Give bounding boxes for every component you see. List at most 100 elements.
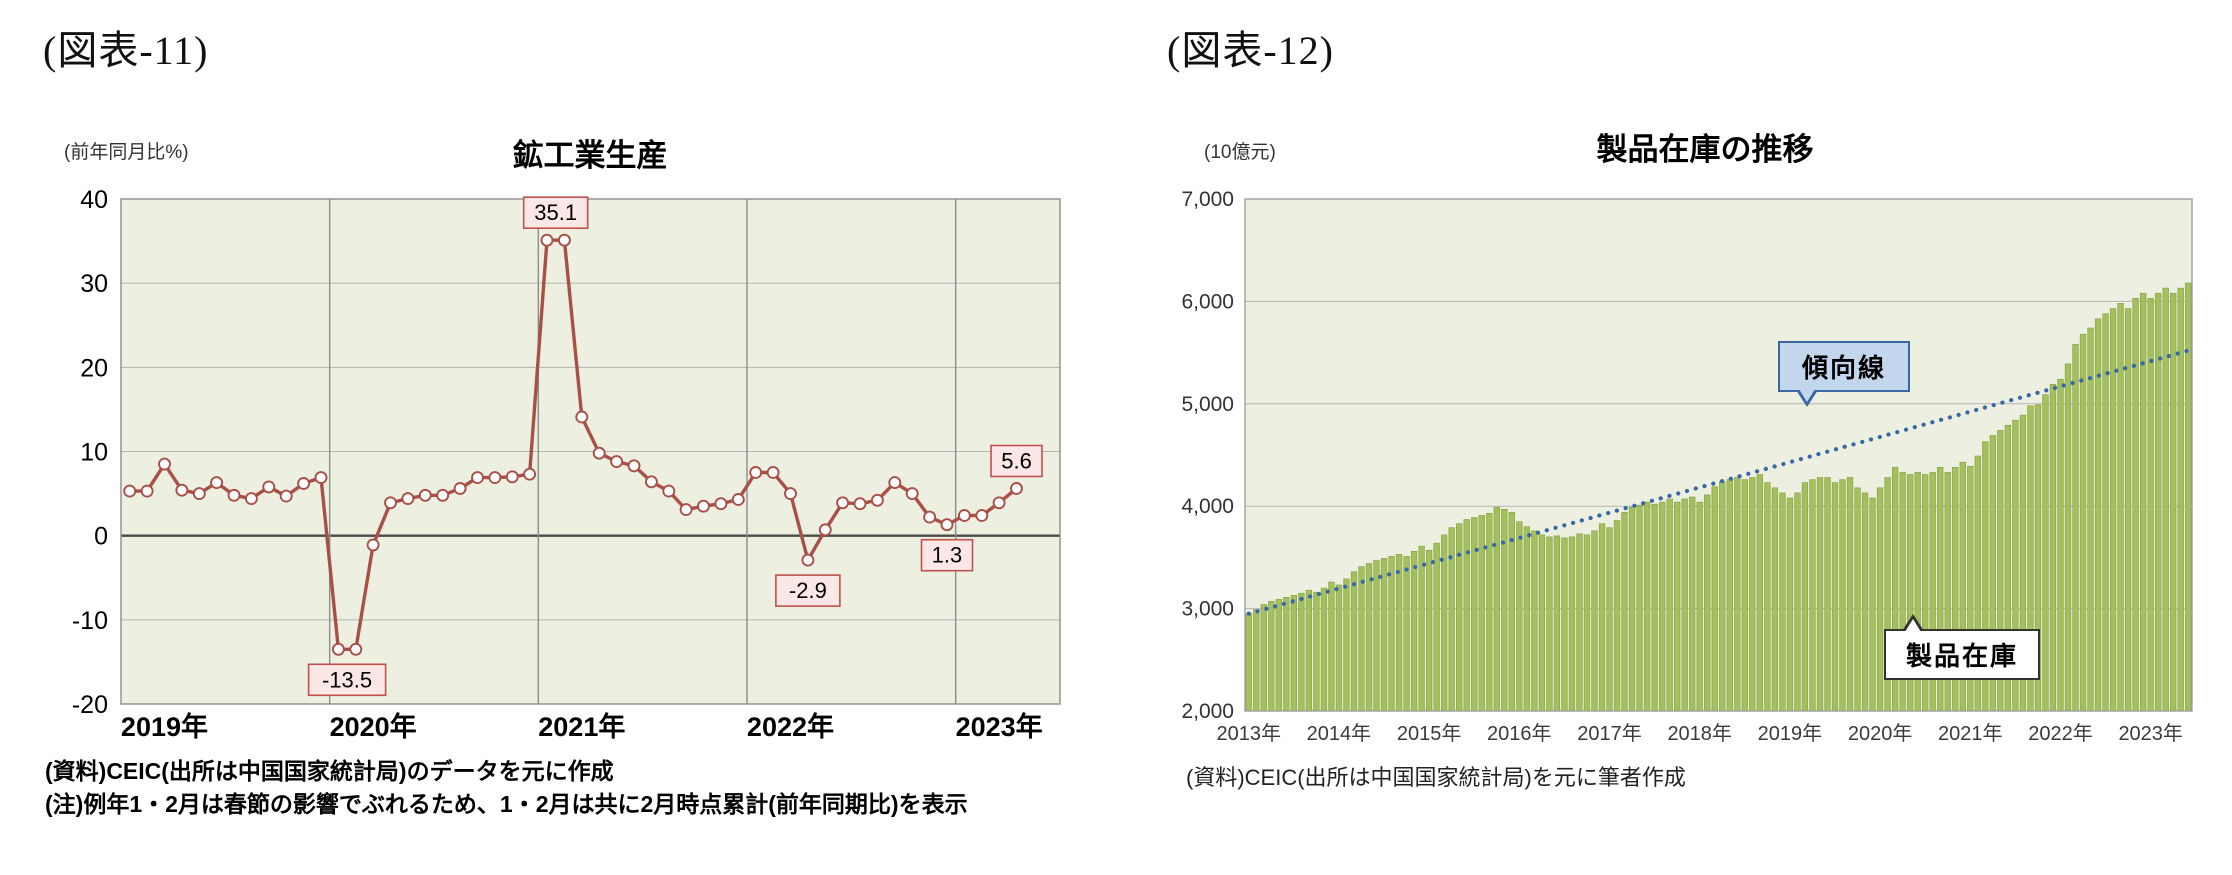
y-tick-label: 0 xyxy=(94,523,108,551)
source-note-left: (資料)CEIC(出所は中国国家統計局)のデータを元に作成 xyxy=(45,758,614,784)
y-axis-unit-left: (前年同月比%) xyxy=(64,141,189,163)
inventory-bar xyxy=(1764,482,1771,712)
inventory-bar xyxy=(2117,303,2124,712)
inventory-series-callout: 製品在庫 xyxy=(1884,614,2041,680)
inventory-bar xyxy=(1516,521,1523,712)
y-axis-unit-right: (10億元) xyxy=(1204,141,1276,163)
inventory-bar xyxy=(1628,506,1636,712)
inventory-bar xyxy=(1335,584,1343,712)
data-label-value: 35.1 xyxy=(534,200,577,225)
data-point-marker xyxy=(749,466,763,479)
inventory-bar xyxy=(2185,282,2192,712)
data-point-marker xyxy=(192,487,206,501)
data-point-marker xyxy=(575,410,589,424)
inventory-bar xyxy=(1546,536,1553,712)
inventory-bar xyxy=(1869,497,1876,712)
inventory-bar xyxy=(1673,501,1681,712)
trend-line-callout: 傾向線 xyxy=(1778,341,1911,407)
inventory-bar xyxy=(1418,545,1425,712)
data-point-marker xyxy=(836,496,850,510)
data-label-callout: 1.3 xyxy=(920,538,974,572)
inventory-bar xyxy=(1433,542,1440,712)
inventory-bar xyxy=(1658,501,1666,712)
source-note-right: (資料)CEIC(出所は中国国家統計局)を元に筆者作成 xyxy=(1186,765,1686,790)
inventory-bar xyxy=(1696,501,1703,712)
inventory-bar xyxy=(2079,333,2087,712)
inventory-bar xyxy=(2057,378,2064,712)
figure-11-label: (図表-11) xyxy=(43,28,209,73)
inventory-bar xyxy=(1305,589,1313,712)
data-point-marker xyxy=(471,471,484,485)
inventory-bar xyxy=(1651,503,1658,712)
inventory-bar xyxy=(2087,327,2094,712)
x-year-label: 2013年 xyxy=(1217,722,1282,745)
inventory-bar xyxy=(2132,298,2139,712)
y-tick-label: 2,000 xyxy=(1181,700,1234,723)
inventory-bar xyxy=(1561,537,1568,712)
data-point-marker xyxy=(905,487,919,501)
inventory-bar xyxy=(2064,363,2072,712)
data-point-marker xyxy=(975,509,989,522)
data-point-marker xyxy=(610,455,624,469)
inventory-bar xyxy=(1523,526,1531,712)
data-label-callout: -13.5 xyxy=(307,663,387,697)
inventory-bar xyxy=(1576,533,1583,712)
figure-12-label: (図表-12) xyxy=(1167,28,1334,73)
inventory-bar xyxy=(2109,308,2117,712)
inventory-bar xyxy=(1463,519,1470,712)
inventory-bar xyxy=(1448,527,1455,712)
x-year-label: 2017年 xyxy=(1577,722,1642,745)
inventory-bar xyxy=(1350,571,1358,712)
data-point-marker xyxy=(262,480,276,494)
industrial-production-chart: 40 30 20 10 0 -10 -20 2019年 2020年 2021年 2022年 2023年… xyxy=(64,138,1061,742)
inventory-bar xyxy=(1486,513,1493,712)
data-point-marker xyxy=(992,496,1006,510)
x-year-label: 2022年 xyxy=(2028,722,2093,745)
data-point-marker xyxy=(662,484,676,498)
data-label-box xyxy=(990,444,1043,478)
inventory-bar xyxy=(1786,497,1794,712)
industrial-production-plot-area: 40 30 20 10 0 -10 -20 2019年 2020年 2021年 2022年 2023年… xyxy=(72,186,1061,742)
x-year-label: 2018年 xyxy=(1667,722,1732,745)
y-tick-label: 7,000 xyxy=(1181,188,1234,211)
inventory-bar xyxy=(1493,506,1500,712)
data-point-marker xyxy=(158,457,171,471)
inventory-bar xyxy=(1854,487,1861,712)
data-point-marker xyxy=(244,492,258,506)
data-point-marker xyxy=(1010,482,1023,495)
inventory-bar xyxy=(1478,515,1485,712)
data-point-marker xyxy=(679,503,693,517)
line-series xyxy=(129,238,1018,651)
data-point-marker xyxy=(418,488,432,502)
data-point-marker xyxy=(766,466,780,479)
data-label-box xyxy=(920,538,974,572)
data-point-marker xyxy=(627,459,641,473)
data-point-marker xyxy=(401,492,415,506)
data-point-marker xyxy=(314,471,328,485)
inventory-bar xyxy=(1621,511,1628,712)
inventory-bar xyxy=(1643,501,1651,712)
data-point-marker xyxy=(140,484,154,498)
data-point-marker xyxy=(297,477,311,490)
inventory-bar xyxy=(1471,517,1478,712)
data-point-marker xyxy=(175,483,189,497)
inventory-bar xyxy=(1749,477,1756,712)
inventory-bar xyxy=(1809,479,1816,712)
inventory-bar xyxy=(1801,482,1809,712)
inventory-bar xyxy=(1245,613,1252,712)
data-point-marker xyxy=(940,518,954,532)
x-year-label: 2015年 xyxy=(1397,722,1462,745)
x-year-label: 2020年 xyxy=(1848,722,1913,745)
x-year-label: 2016年 xyxy=(1487,722,1552,745)
data-point-marker xyxy=(697,499,710,513)
data-point-marker xyxy=(818,523,832,537)
y-tick-label: 40 xyxy=(80,186,108,214)
inventory-bar xyxy=(1538,534,1546,712)
inventory-bar xyxy=(1666,498,1673,712)
y-tick-label: 4,000 xyxy=(1181,495,1234,518)
data-point-marker xyxy=(714,497,728,511)
inventory-bar xyxy=(2155,292,2162,712)
data-point-marker xyxy=(366,538,380,552)
